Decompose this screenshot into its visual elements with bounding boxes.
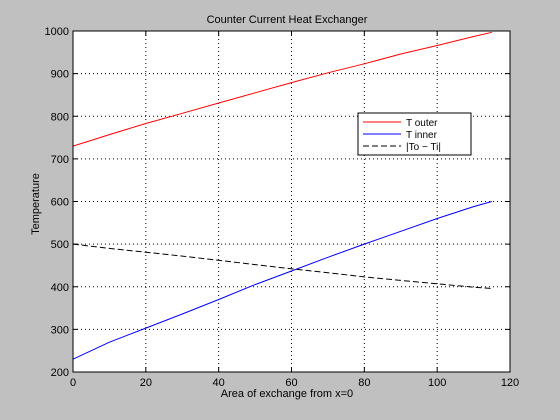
series-layer xyxy=(72,31,492,360)
ticks: 0 20 40 60 80 100 120 200 300 400 500 600 700 800 900 1… xyxy=(45,26,520,389)
y-tick-label: 800 xyxy=(51,111,69,123)
y-tick-label: 1000 xyxy=(45,26,69,38)
x-tick-label: 120 xyxy=(501,377,519,389)
x-tick-label: 20 xyxy=(140,377,152,389)
x-tick-label: 60 xyxy=(285,377,297,389)
legend-label-1: T outer xyxy=(406,118,438,129)
legend-label-3: |To − Ti| xyxy=(406,142,441,153)
y-tick-label: 700 xyxy=(51,154,69,166)
x-tick-label: 100 xyxy=(428,377,446,389)
y-tick-label: 600 xyxy=(51,197,69,209)
x-tick-label: 40 xyxy=(213,377,225,389)
series-line-3 xyxy=(72,243,492,289)
y-tick-label: 500 xyxy=(51,239,69,251)
series-line-1 xyxy=(72,31,492,147)
legend-label-2: T inner xyxy=(406,130,438,141)
chart-title: Counter Current Heat Exchanger xyxy=(207,14,368,26)
x-axis-title: Area of exchange from x=0 xyxy=(221,388,353,400)
x-tick-label: 0 xyxy=(70,377,76,389)
y-tick-label: 400 xyxy=(51,282,69,294)
y-tick-label: 900 xyxy=(51,69,69,81)
y-axis-title: Temperature xyxy=(30,173,42,235)
y-tick-label: 300 xyxy=(51,324,69,336)
series-line-2 xyxy=(72,201,492,360)
x-tick-label: 80 xyxy=(358,377,370,389)
y-tick-label: 200 xyxy=(51,367,69,379)
